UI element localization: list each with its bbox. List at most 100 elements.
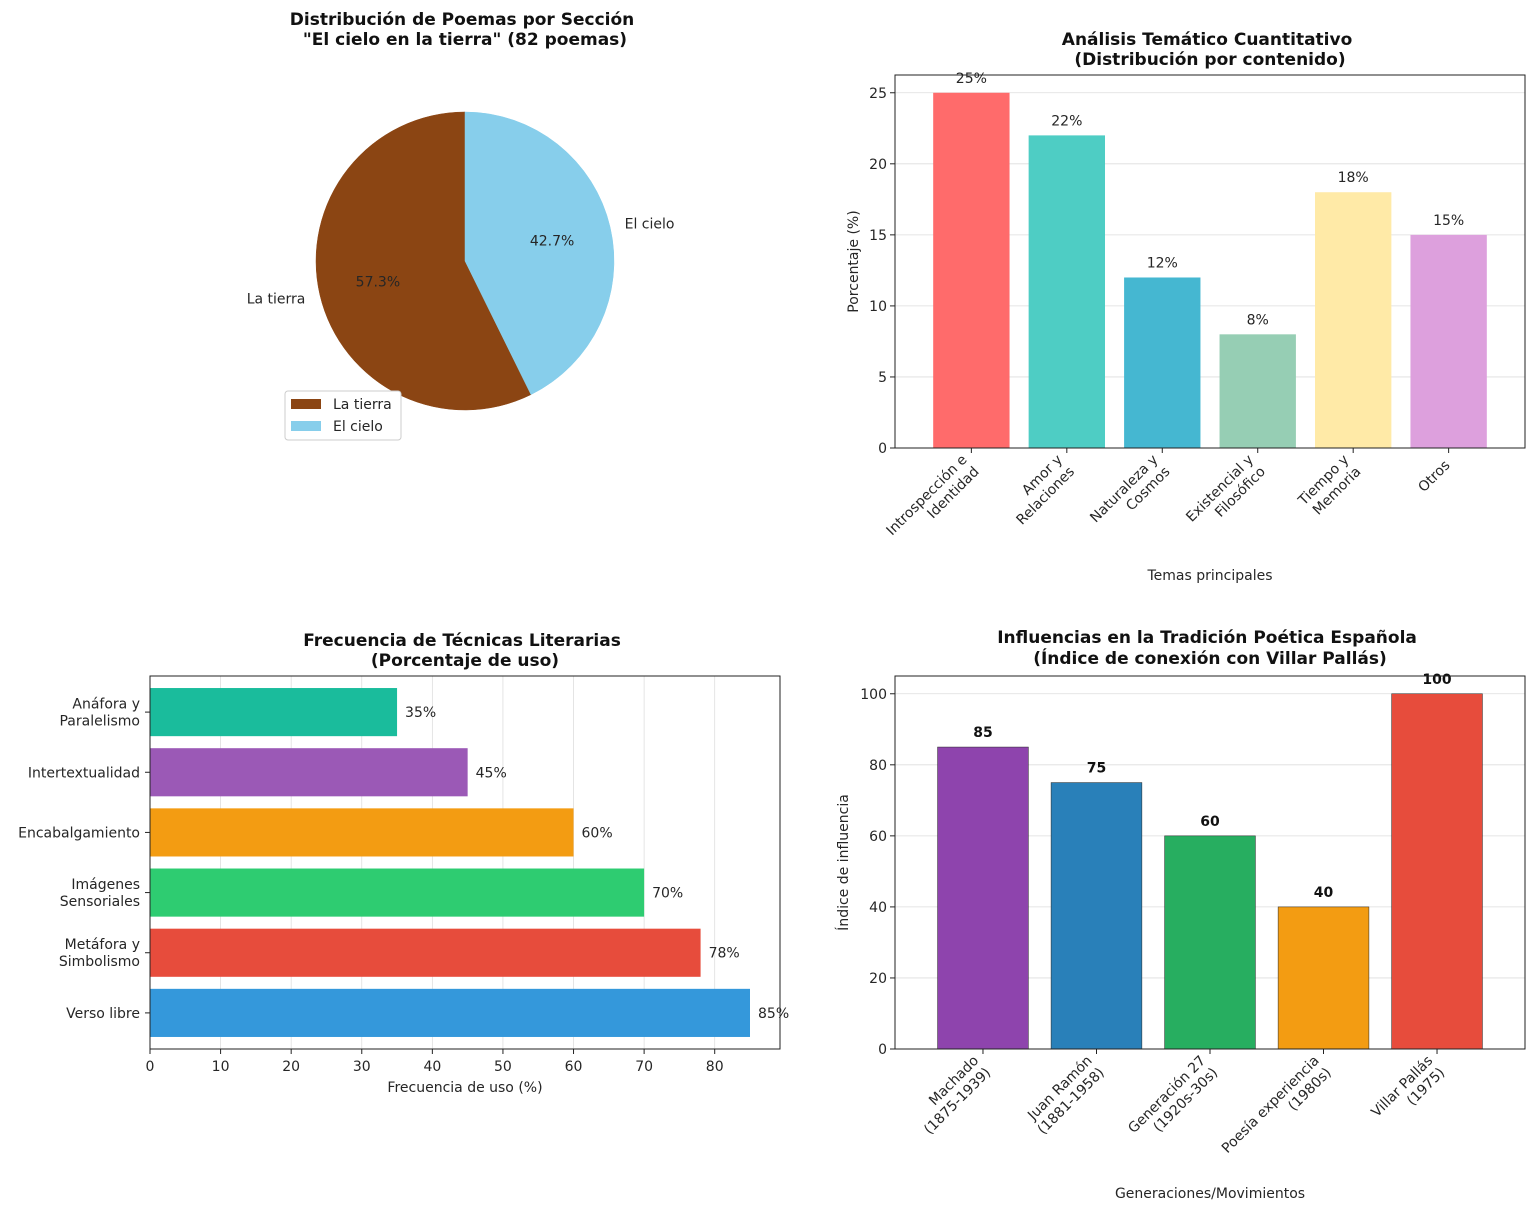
bar-3 xyxy=(1219,334,1296,448)
y-tick-label: 80 xyxy=(869,758,887,774)
pie-legend: La tierra El cielo xyxy=(284,390,402,441)
x-tick-label-line: Poesía experiencia xyxy=(1219,1053,1323,1157)
themes-title-line1: Análisis Temático Cuantitativo xyxy=(1062,30,1352,50)
y-tick-label-0: Verso libre xyxy=(66,1006,140,1022)
y-tick-label: 40 xyxy=(869,900,887,916)
techniques-gridlines xyxy=(220,676,716,1049)
themes-title: Análisis Temático Cuantitativo (Distribu… xyxy=(1062,30,1358,70)
hbar-value-label-4: 45% xyxy=(476,765,507,781)
x-tick-label-4: Tiempo yMemoria xyxy=(1295,452,1365,522)
y-tick-label: 25 xyxy=(869,86,887,102)
barh-chart-techniques: Frecuencia de Técnicas Literarias (Porce… xyxy=(18,631,789,1096)
pie-labels: 57.3% La tierra 42.7% El cielo xyxy=(247,217,675,308)
x-axis-title: Generaciones/Movimientos xyxy=(1115,1186,1305,1202)
techniques-title: Frecuencia de Técnicas Literarias (Porce… xyxy=(303,631,627,671)
x-tick-label-3: Poesía experiencia(1980s) xyxy=(1219,1053,1335,1169)
bar-chart-influences: Influencias en la Tradición Poética Espa… xyxy=(835,628,1526,1202)
pie-legend-swatch-0 xyxy=(291,399,321,409)
hbar-value-label-5: 35% xyxy=(405,705,436,721)
x-tick-label-line: Otros xyxy=(1415,458,1453,496)
y-tick-label-line: Simbolismo xyxy=(59,954,140,970)
hbar-4 xyxy=(150,748,468,797)
x-tick-label: 40 xyxy=(423,1059,441,1075)
x-tick-label-4: Villar Pallás(1975) xyxy=(1368,1053,1448,1133)
x-tick-label-3: Existencial yFilosófico xyxy=(1183,452,1269,538)
y-tick-label-line: Verso libre xyxy=(66,1006,140,1022)
pie-legend-label-0: La tierra xyxy=(333,397,392,413)
influences-title-line2: (Índice de conexión con Villar Pallás) xyxy=(1033,647,1387,669)
axes-frame xyxy=(894,675,1526,1050)
y-tick-label-5: Anáfora y Paralelismo xyxy=(59,697,140,730)
x-axis-title: Frecuencia de uso (%) xyxy=(387,1080,542,1096)
hbar-0 xyxy=(150,988,750,1037)
bar-value-label-1: 75 xyxy=(1087,761,1106,777)
pie-title-line1: Distribución de Poemas por Sección xyxy=(290,10,634,30)
pie-pct-label-1: 42.7% xyxy=(530,234,574,250)
x-tick-label-1: Amor yRelaciones xyxy=(1002,452,1078,528)
x-tick-label-5: Otros xyxy=(1415,458,1453,496)
x-tick-label: 20 xyxy=(282,1059,300,1075)
bar-2 xyxy=(1124,277,1201,448)
bar-chart-themes: Análisis Temático Cuantitativo (Distribu… xyxy=(846,30,1526,584)
y-tick-label-1: Metáfora y Simbolismo xyxy=(59,937,140,970)
bar-value-label-4: 100 xyxy=(1422,672,1451,688)
bar-1 xyxy=(1028,135,1105,448)
bar-value-label-0: 85 xyxy=(973,725,992,741)
hbar-value-label-3: 60% xyxy=(582,825,613,841)
techniques-bars: 85% 78% 70% 60% 45% 35% xyxy=(150,688,789,1037)
themes-bars: 25% 22% 12% 8% 18% 15% xyxy=(933,71,1487,448)
hbar-5 xyxy=(150,688,398,737)
pie-legend-label-1: El cielo xyxy=(333,419,383,435)
x-tick-label-2: Naturaleza yCosmos xyxy=(1087,452,1173,538)
axes-frame xyxy=(894,74,1526,449)
y-tick-label: 15 xyxy=(869,228,887,244)
bar-value-label-4: 18% xyxy=(1338,170,1369,186)
y-tick-label-line: Intertextualidad xyxy=(28,765,140,781)
x-tick-label: 70 xyxy=(635,1059,653,1075)
y-tick-label: 100 xyxy=(860,687,887,703)
y-tick-label: 20 xyxy=(869,971,887,987)
y-tick-label: 20 xyxy=(869,157,887,173)
themes-title-line2: (Distribución por contenido) xyxy=(1074,50,1345,70)
techniques-title-line2: (Porcentaje de uso) xyxy=(371,651,559,671)
x-axis-title: Temas principales xyxy=(1146,568,1272,584)
bar-value-label-2: 60 xyxy=(1200,814,1220,830)
pie-chart-sections: Distribución de Poemas por Sección "El c… xyxy=(247,10,675,441)
bar-2 xyxy=(1164,835,1256,1050)
y-tick-label: 10 xyxy=(869,299,887,315)
x-tick-label: 80 xyxy=(706,1059,724,1075)
hbar-value-label-1: 78% xyxy=(709,946,740,962)
y-tick-label-line: Encabalgamiento xyxy=(18,825,140,841)
hbar-value-label-0: 85% xyxy=(758,1006,789,1022)
y-tick-label-2: Imágenes Sensoriales xyxy=(60,877,140,910)
techniques-title-line1: Frecuencia de Técnicas Literarias xyxy=(303,631,621,651)
y-axis-title: Índice de influencia xyxy=(835,794,852,931)
influences-title-line1: Influencias en la Tradición Poética Espa… xyxy=(997,628,1417,648)
hbar-2 xyxy=(150,868,645,917)
y-tick-label-line: Imágenes xyxy=(71,877,140,893)
pie-slice-1 xyxy=(464,111,615,395)
pie-slices xyxy=(315,111,615,411)
y-tick-label-3: Encabalgamiento xyxy=(18,825,140,841)
y-tick-label-line: Paralelismo xyxy=(59,714,140,730)
y-tick-label-line: Anáfora y xyxy=(72,697,140,713)
pie-title-line2: "El cielo en la tierra" (82 poemas) xyxy=(303,30,627,50)
bar-value-label-0: 25% xyxy=(956,71,987,87)
influences-bars: 85 75 60 40 100 xyxy=(937,672,1483,1050)
techniques-axes: 0 10 20 30 40 50 60 70 80 Verso libre Metáfora y Si… xyxy=(18,675,781,1096)
bar-4 xyxy=(1391,693,1483,1050)
bar-3 xyxy=(1277,906,1370,1050)
y-tick-label: 0 xyxy=(878,1042,887,1058)
pie-slice-label-0: La tierra xyxy=(247,291,306,307)
bar-value-label-1: 22% xyxy=(1051,113,1082,129)
y-tick-label-line: Metáfora y xyxy=(65,937,140,953)
pie-slice-label-1: El cielo xyxy=(625,217,675,233)
x-tick-label: 10 xyxy=(212,1059,230,1075)
pie-legend-swatch-1 xyxy=(291,421,321,431)
y-axis-title: Porcentaje (%) xyxy=(846,210,862,312)
x-tick-label: 30 xyxy=(353,1059,371,1075)
x-tick-label: 50 xyxy=(494,1059,512,1075)
y-tick-label: 60 xyxy=(869,829,887,845)
x-tick-label-0: Machado(1875-1939) xyxy=(909,1053,994,1138)
